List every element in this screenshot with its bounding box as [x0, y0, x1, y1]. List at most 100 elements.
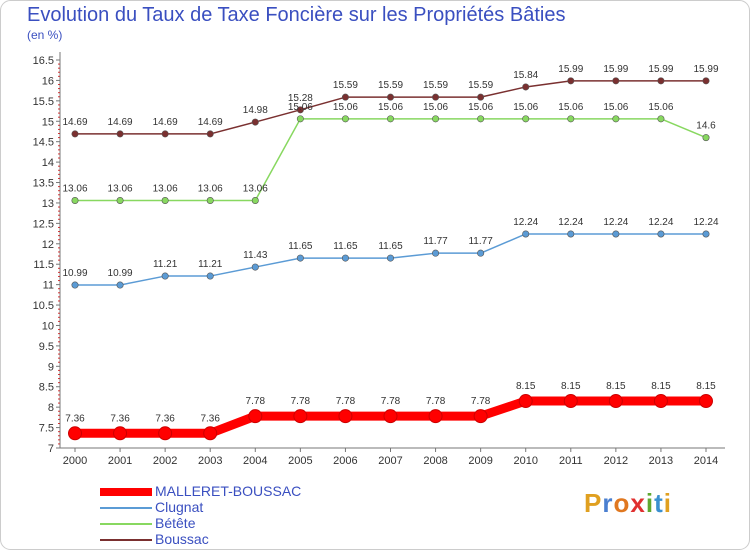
data-label-b-t-te: 15.06: [558, 102, 583, 113]
data-label-b-t-te: 15.06: [288, 102, 313, 113]
data-label-clugnat: 10.99: [108, 268, 133, 279]
data-label-b-t-te: 13.06: [243, 183, 268, 194]
data-point-boussac: [657, 77, 665, 85]
data-label-malleret-boussac: 7.78: [381, 396, 401, 407]
data-label-clugnat: 12.24: [603, 217, 628, 228]
y-tick-label: 7: [48, 443, 54, 455]
data-label-b-t-te: 15.06: [513, 102, 538, 113]
chart-title: Evolution du Taux de Taxe Foncière sur l…: [27, 4, 566, 26]
data-point-clugnat: [612, 230, 620, 238]
data-point-b-t-te: [432, 115, 440, 123]
data-point-clugnat: [657, 230, 665, 238]
data-point-malleret-boussac: [203, 426, 218, 441]
data-label-clugnat: 11.77: [468, 236, 493, 247]
legend-swatch: [100, 539, 152, 541]
data-label-boussac: 14.69: [108, 117, 133, 128]
data-point-boussac: [296, 106, 304, 114]
data-point-b-t-te: [657, 115, 665, 123]
data-label-malleret-boussac: 7.36: [110, 413, 130, 424]
data-label-b-t-te: 13.06: [198, 183, 223, 194]
series-layer: [68, 77, 713, 441]
data-point-clugnat: [251, 263, 259, 271]
data-label-b-t-te: 15.06: [468, 102, 493, 113]
data-point-b-t-te: [386, 115, 394, 123]
y-tick-label: 11: [43, 280, 54, 292]
data-point-b-t-te: [477, 115, 485, 123]
logo-letter: i: [645, 488, 655, 518]
data-label-clugnat: 11.43: [243, 250, 268, 261]
x-tick-label: 2002: [153, 455, 177, 467]
data-point-malleret-boussac: [383, 409, 398, 424]
x-tick-label: 2008: [423, 455, 447, 467]
chart-axes: 7 7.5 8 8.5 9 9.5 10 10.5 11 11.5 12 12.5 13 13.5 14 14…: [33, 52, 725, 467]
data-point-malleret-boussac: [113, 426, 128, 441]
data-point-clugnat: [432, 249, 440, 257]
legend-label: Clugnat: [155, 499, 204, 515]
data-label-boussac: 14.98: [243, 105, 268, 116]
data-label-b-t-te: 15.06: [603, 102, 628, 113]
data-point-boussac: [116, 130, 124, 138]
logo-letter: r: [602, 488, 614, 518]
y-tick-label: 8.5: [39, 382, 54, 394]
data-label-b-t-te: 13.06: [62, 183, 87, 194]
data-point-malleret-boussac: [518, 394, 533, 409]
data-point-b-t-te: [567, 115, 575, 123]
logo-letter: P: [584, 488, 603, 518]
data-label-clugnat: 12.24: [513, 217, 538, 228]
data-label-b-t-te: 15.06: [423, 102, 448, 113]
legend-swatch: [100, 507, 152, 509]
data-label-clugnat: 11.65: [333, 241, 358, 252]
x-tick-label: 2001: [108, 455, 132, 467]
data-label-boussac: 15.99: [603, 64, 628, 75]
data-point-malleret-boussac: [473, 409, 488, 424]
data-label-malleret-boussac: 8.15: [561, 381, 581, 392]
data-label-boussac: 15.59: [333, 80, 358, 91]
data-label-boussac: 15.59: [468, 80, 493, 91]
logo-letter: t: [654, 488, 664, 518]
data-point-malleret-boussac: [608, 394, 623, 409]
y-tick-label: 12.5: [33, 218, 54, 230]
data-label-boussac: 15.99: [558, 64, 583, 75]
data-label-b-t-te: 15.06: [378, 102, 403, 113]
data-point-clugnat: [161, 272, 169, 280]
y-tick-label: 14.5: [33, 137, 54, 149]
data-label-boussac: 14.69: [153, 117, 178, 128]
data-label-clugnat: 11.77: [423, 236, 448, 247]
y-tick-label: 8: [48, 402, 54, 414]
data-point-b-t-te: [116, 196, 124, 204]
data-point-clugnat: [477, 249, 485, 257]
x-tick-label: 2013: [649, 455, 673, 467]
data-point-malleret-boussac: [293, 409, 308, 424]
data-point-boussac: [477, 93, 485, 101]
data-point-clugnat: [116, 281, 124, 289]
data-label-b-t-te: 15.06: [648, 102, 673, 113]
y-tick-label: 13.5: [33, 178, 54, 190]
x-tick-label: 2009: [468, 455, 492, 467]
data-point-clugnat: [522, 230, 530, 238]
x-tick-label: 2005: [288, 455, 312, 467]
data-label-malleret-boussac: 7.36: [155, 413, 175, 424]
data-label-malleret-boussac: 7.78: [291, 396, 311, 407]
data-label-clugnat: 11.65: [288, 241, 313, 252]
data-point-boussac: [702, 77, 710, 85]
data-point-b-t-te: [612, 115, 620, 123]
data-point-boussac: [161, 130, 169, 138]
data-point-boussac: [71, 130, 79, 138]
data-point-malleret-boussac: [338, 409, 353, 424]
x-tick-label: 2014: [694, 455, 718, 467]
data-point-clugnat: [71, 281, 79, 289]
data-label-malleret-boussac: 8.15: [606, 381, 626, 392]
data-label-malleret-boussac: 7.78: [471, 396, 491, 407]
data-label-b-t-te: 14.6: [696, 121, 716, 132]
data-point-b-t-te: [161, 196, 169, 204]
data-label-boussac: 14.69: [198, 117, 223, 128]
x-tick-label: 2006: [333, 455, 357, 467]
y-tick-label: 13: [42, 198, 54, 210]
data-label-b-t-te: 15.06: [333, 102, 358, 113]
data-label-boussac: 14.69: [62, 117, 87, 128]
data-point-malleret-boussac: [563, 394, 578, 409]
data-point-clugnat: [702, 230, 710, 238]
data-point-malleret-boussac: [158, 426, 173, 441]
y-tick-label: 10.5: [33, 300, 54, 312]
data-label-b-t-te: 13.06: [153, 183, 178, 194]
